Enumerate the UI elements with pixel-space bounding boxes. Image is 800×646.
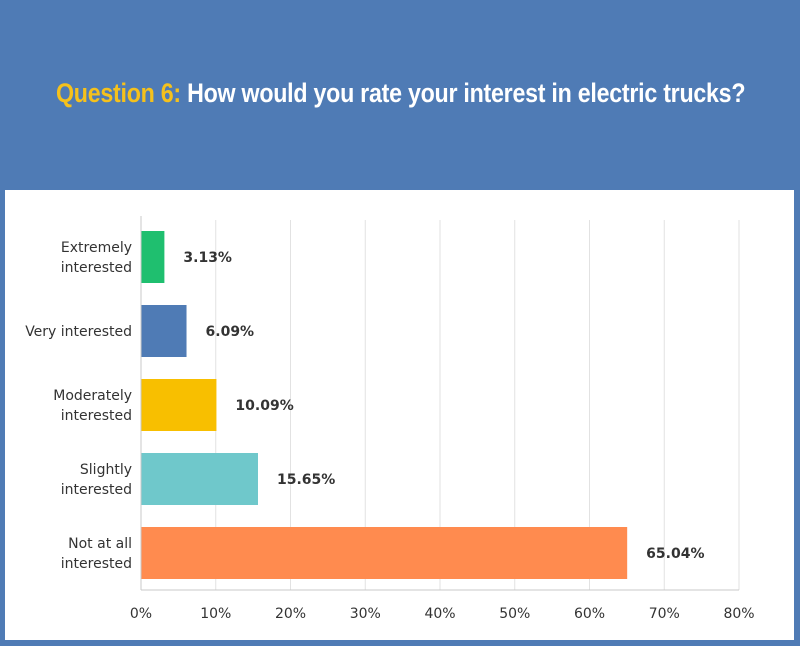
data-label: 3.13% bbox=[183, 250, 232, 266]
x-tick-label: 0% bbox=[130, 606, 152, 622]
question-number: Question 6: bbox=[56, 78, 181, 108]
x-tick-label: 60% bbox=[574, 606, 605, 622]
x-tick-label: 30% bbox=[350, 606, 381, 622]
data-label: 10.09% bbox=[235, 398, 293, 414]
category-label: Not at all bbox=[68, 536, 132, 552]
bar bbox=[141, 453, 258, 505]
category-label: interested bbox=[61, 260, 132, 276]
category-label: interested bbox=[61, 556, 132, 572]
bar bbox=[141, 379, 217, 431]
header-band: Question 6: How would you rate your inte… bbox=[0, 0, 800, 190]
x-tick-label: 10% bbox=[200, 606, 231, 622]
x-tick-label: 20% bbox=[275, 606, 306, 622]
category-label: Very interested bbox=[25, 324, 132, 340]
x-tick-label: 40% bbox=[424, 606, 455, 622]
x-tick-label: 70% bbox=[649, 606, 680, 622]
x-tick-label: 50% bbox=[499, 606, 530, 622]
chart-panel: 0% 10% 20% 30% 40% 50% 60% 70% 80% 3.13% Extremely… bbox=[5, 190, 794, 640]
data-label: 6.09% bbox=[206, 324, 255, 340]
bar-chart: 0% 10% 20% 30% 40% 50% 60% 70% 80% 3.13% Extremely… bbox=[25, 216, 755, 622]
bar bbox=[141, 231, 165, 283]
category-label: interested bbox=[61, 408, 132, 424]
bar bbox=[141, 305, 187, 357]
category-label: Moderately bbox=[53, 388, 132, 404]
category-label: Slightly bbox=[80, 462, 132, 478]
chart-title: Question 6: How would you rate your inte… bbox=[56, 78, 746, 109]
category-label: Extremely bbox=[61, 240, 132, 256]
category-label: interested bbox=[61, 482, 132, 498]
bar bbox=[141, 527, 628, 579]
question-text: How would you rate your interest in elec… bbox=[187, 78, 746, 108]
data-label: 15.65% bbox=[277, 472, 335, 488]
data-label: 65.04% bbox=[646, 546, 704, 562]
x-tick-label: 80% bbox=[723, 606, 754, 622]
